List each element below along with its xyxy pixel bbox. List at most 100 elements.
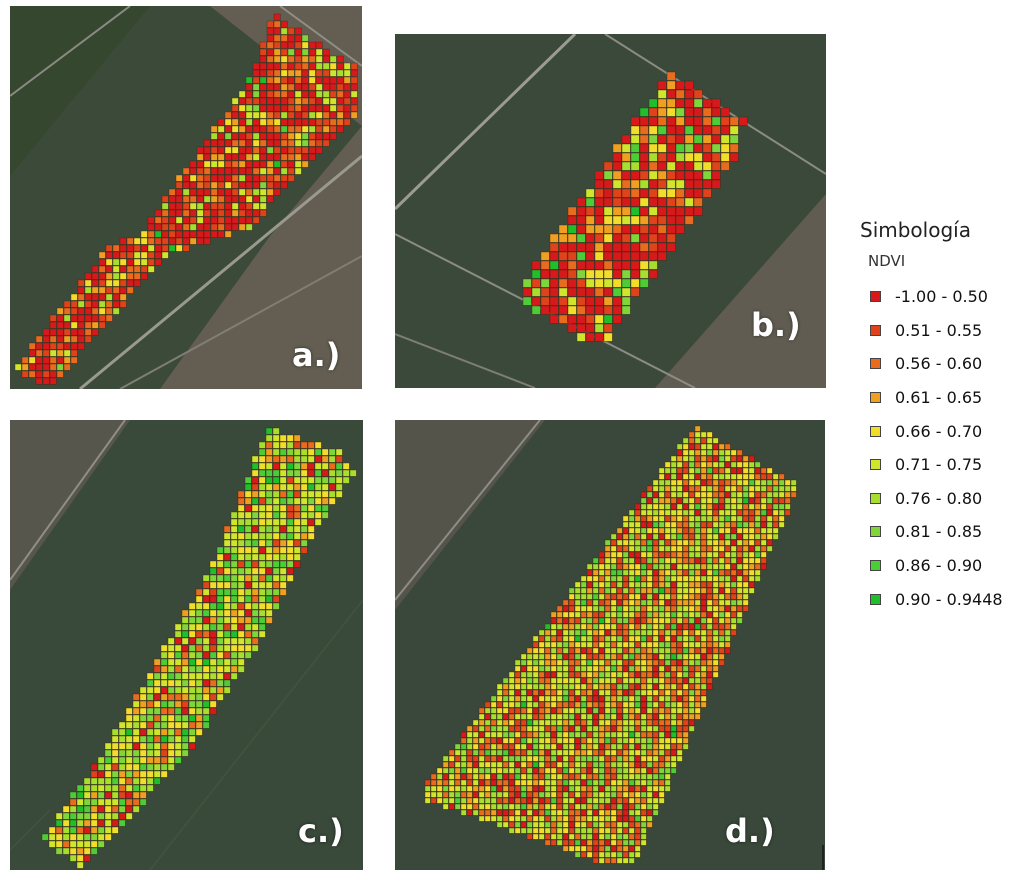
ndvi-point: [612, 314, 622, 324]
ndvi-point: [694, 611, 701, 618]
ndvi-point: [657, 215, 667, 225]
ndvi-point: [181, 735, 189, 743]
ndvi-point: [550, 677, 557, 684]
ndvi-point: [526, 671, 533, 678]
ndvi-point: [273, 20, 281, 28]
ndvi-point: [639, 179, 649, 189]
ndvi-point: [556, 689, 563, 696]
ndvi-point: [652, 521, 659, 528]
ndvi-point: [314, 448, 322, 456]
ndvi-point: [76, 861, 84, 869]
ndvi-point: [568, 701, 575, 708]
ndvi-point: [639, 116, 649, 126]
ndvi-point: [244, 497, 252, 505]
ndvi-point: [231, 139, 239, 147]
ndvi-point: [84, 293, 92, 301]
ndvi-point: [718, 611, 725, 618]
ndvi-point: [658, 533, 665, 540]
ndvi-point: [700, 635, 707, 642]
ndvi-point: [730, 611, 737, 618]
ndvi-point: [424, 779, 431, 786]
ndvi-point: [648, 233, 658, 243]
ndvi-point: [670, 491, 677, 498]
ndvi-point: [502, 809, 509, 816]
ndvi-point: [532, 785, 539, 792]
ndvi-point: [448, 785, 455, 792]
ndvi-point: [574, 779, 581, 786]
ndvi-point: [544, 713, 551, 720]
ndvi-point: [604, 569, 611, 576]
ndvi-point: [592, 779, 599, 786]
ndvi-point: [258, 455, 266, 463]
ndvi-point: [153, 749, 161, 757]
ndvi-point: [718, 599, 725, 606]
ndvi-point: [666, 143, 676, 153]
ndvi-point: [790, 491, 797, 498]
ndvi-point: [646, 611, 653, 618]
ndvi-point: [592, 827, 599, 834]
ndvi-point: [664, 725, 671, 732]
ndvi-point: [490, 749, 497, 756]
ndvi-point: [670, 653, 677, 660]
ndvi-point: [772, 509, 779, 516]
ndvi-point: [147, 223, 155, 231]
ndvi-point: [216, 560, 224, 568]
ndvi-point: [567, 224, 577, 234]
ndvi-point: [688, 725, 695, 732]
ndvi-point: [111, 819, 119, 827]
ndvi-point: [640, 533, 647, 540]
ndvi-point: [104, 812, 112, 820]
ndvi-point: [652, 713, 659, 720]
ndvi-point: [83, 840, 91, 848]
ndvi-point: [424, 785, 431, 792]
ndvi-point: [322, 132, 330, 140]
ndvi-point: [478, 707, 485, 714]
ndvi-point: [562, 659, 569, 666]
ndvi-point: [616, 815, 623, 822]
ndvi-point: [634, 539, 641, 546]
ndvi-point: [293, 476, 301, 484]
ndvi-point: [153, 700, 161, 708]
ndvi-point: [175, 202, 183, 210]
ndvi-point: [742, 455, 749, 462]
ndvi-point: [610, 635, 617, 642]
ndvi-point: [585, 233, 595, 243]
ndvi-point: [174, 644, 182, 652]
ndvi-point: [666, 107, 676, 117]
ndvi-point: [526, 827, 533, 834]
ndvi-point: [612, 296, 622, 306]
ndvi-point: [153, 672, 161, 680]
ndvi-point: [694, 659, 701, 666]
ndvi-point: [460, 773, 467, 780]
ndvi-point: [670, 569, 677, 576]
ndvi-point: [161, 230, 169, 238]
ndvi-point: [666, 152, 676, 162]
ndvi-point: [139, 791, 147, 799]
ndvi-point: [84, 286, 92, 294]
ndvi-point: [610, 821, 617, 828]
ndvi-point: [182, 230, 190, 238]
ndvi-point: [484, 719, 491, 726]
ndvi-point: [35, 356, 43, 364]
ndvi-point: [42, 328, 50, 336]
ndvi-point: [694, 617, 701, 624]
ndvi-point: [639, 170, 649, 180]
ndvi-point: [147, 258, 155, 266]
ndvi-point: [712, 629, 719, 636]
ndvi-point: [598, 761, 605, 768]
ndvi-point: [652, 503, 659, 510]
ndvi-point: [244, 623, 252, 631]
ndvi-point: [594, 224, 604, 234]
ndvi-point: [622, 683, 629, 690]
ndvi-point: [21, 370, 29, 378]
ndvi-point: [694, 581, 701, 588]
ndvi-point: [574, 641, 581, 648]
ndvi-point: [182, 244, 190, 252]
ndvi-point: [730, 545, 737, 552]
ndvi-point: [111, 735, 119, 743]
ndvi-point: [90, 777, 98, 785]
ndvi-point: [160, 721, 168, 729]
ndvi-point: [640, 551, 647, 558]
ndvi-point: [628, 821, 635, 828]
ndvi-point: [160, 735, 168, 743]
